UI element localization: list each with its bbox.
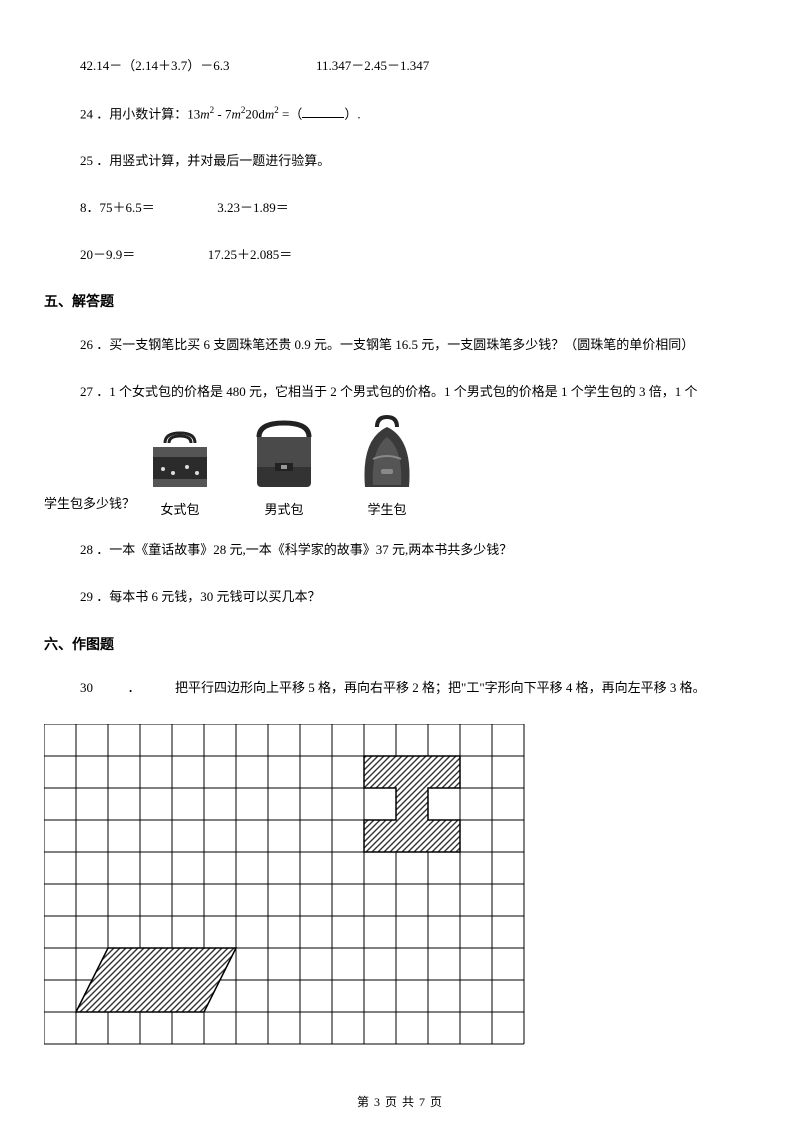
expr-1a: 42.14－（2.14＋3.7）－6.3 <box>80 58 230 73</box>
grid-svg <box>44 724 525 1045</box>
m-2: m <box>232 106 241 121</box>
m-1: m <box>200 106 209 121</box>
bag-row: 学生包多少钱？ 女式包 <box>44 413 756 518</box>
blank-field[interactable] <box>302 106 344 118</box>
expr-row-1: 42.14－（2.14＋3.7）－6.3 11.347－2.45－1.347 <box>44 56 756 77</box>
section-5-head: 五、解答题 <box>44 291 756 311</box>
q29: 29 ．每本书 6 元钱，30 元钱可以买几本？ <box>44 587 756 608</box>
q25b: 3.23－1.89＝ <box>217 200 289 215</box>
bag-item-1: 女式包 <box>143 429 217 518</box>
q30-text: 把平行四边形向上平移 5 格，再向右平移 2 格；把"工"字形向下平移 4 格，… <box>175 680 706 695</box>
q24: 24 ．用小数计算：13m2 - 7m220dm2 =（）. <box>44 103 756 125</box>
page-footer: 第 3 页 共 7 页 <box>0 1093 800 1110</box>
expr-1b: 11.347－2.45－1.347 <box>316 58 429 73</box>
q25d: 17.25＋2.085＝ <box>208 247 293 262</box>
q24-end: ）. <box>344 106 360 121</box>
q25: 25 ．用竖式计算，并对最后一题进行验算。 <box>44 151 756 172</box>
q25-row2: 20－9.9＝ 17.25＋2.085＝ <box>44 245 756 266</box>
q30-dot: ． <box>128 680 141 695</box>
messenger-bag-icon <box>245 419 323 495</box>
q26: 26 ．买一支钢笔比买 6 支圆珠笔还贵 0.9 元。一支钢笔 16.5 元，一… <box>44 335 756 356</box>
bag-item-2: 男式包 <box>245 419 323 518</box>
q27: 27 ．1 个女式包的价格是 480 元，它相当于 2 个男式包的价格。1 个男… <box>44 382 756 403</box>
bag-label-2: 男式包 <box>245 499 323 518</box>
q30-num: 30 <box>80 680 93 695</box>
q25a: 8．75＋6.5＝ <box>80 200 155 215</box>
q24-post: =（ <box>279 106 303 121</box>
section-6-head: 六、作图题 <box>44 634 756 654</box>
q30: 30 ． 把平行四边形向上平移 5 格，再向右平移 2 格；把"工"字形向下平移… <box>44 678 756 699</box>
q28: 28 ．一本《童话故事》28 元,一本《科学家的故事》37 元,两本书共多少钱？ <box>44 540 756 561</box>
backpack-icon <box>351 413 423 495</box>
bag-label-3: 学生包 <box>351 499 423 518</box>
q25-row1: 8．75＋6.5＝ 3.23－1.89＝ <box>44 198 756 219</box>
grid-figure <box>44 724 756 1045</box>
m-3: m <box>265 106 274 121</box>
q24-m1: - 7 <box>214 106 231 121</box>
q24-m2: 20d <box>245 106 265 121</box>
q24-pre: 24 ．用小数计算：13 <box>80 106 200 121</box>
handbag-icon <box>143 429 217 495</box>
bag-label-1: 女式包 <box>143 499 217 518</box>
q27-tail: 学生包多少钱？ <box>44 493 143 518</box>
bag-item-3: 学生包 <box>351 413 423 518</box>
q25c: 20－9.9＝ <box>80 247 135 262</box>
